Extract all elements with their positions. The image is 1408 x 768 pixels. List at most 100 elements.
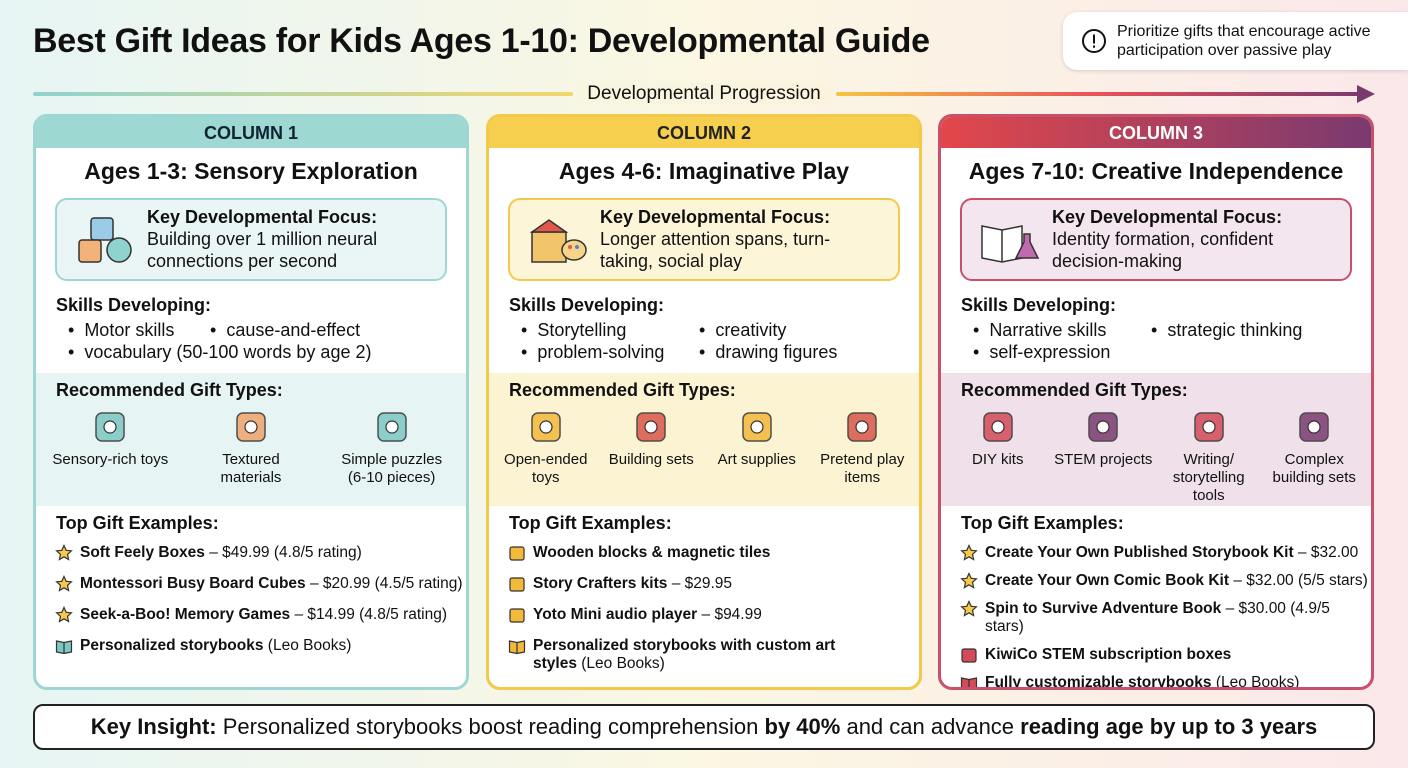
gift-type: Open-ended toys — [496, 407, 596, 487]
progression-arrow — [1357, 85, 1375, 103]
gift-type-icon — [236, 412, 266, 442]
gift-type: Pretend play items — [812, 407, 912, 487]
gift-type: DIY kits — [948, 407, 1048, 505]
example-icon — [509, 577, 525, 592]
focus-title: Key Developmental Focus: — [1052, 207, 1283, 227]
skill-item: vocabulary (50-100 words by age 2) — [68, 342, 466, 363]
examples: Top Gift Examples: Create Your Own Publis… — [941, 513, 1371, 690]
gift-type-icon — [636, 412, 666, 442]
gift-types-title: Recommended Gift Types: — [509, 380, 736, 400]
example-item: Create Your Own Comic Book Kit – $32.00 … — [960, 572, 1371, 590]
gift-types-title: Recommended Gift Types: — [961, 380, 1188, 400]
insight-segment: and can advance — [840, 714, 1021, 739]
gift-type-icon — [95, 412, 126, 442]
gift-type-icon — [1194, 412, 1224, 442]
gift-types: Recommended Gift Types: Sensory-rich toys… — [36, 373, 466, 506]
insight-box: Key Insight: Personalized storybooks boo… — [33, 704, 1375, 750]
example-text: Create Your Own Comic Book Kit – $32.00 … — [985, 572, 1368, 590]
gift-type-label: Textured materials — [220, 451, 282, 486]
gift-type-label: Building sets — [608, 451, 694, 468]
example-icon — [509, 608, 525, 623]
gift-type-label: Open-ended toys — [504, 451, 588, 486]
example-item: Story Crafters kits – $29.95 — [508, 575, 919, 593]
examples-list: Create Your Own Published Storybook Kit … — [960, 544, 1371, 690]
gift-type-icon — [1299, 412, 1329, 442]
column-label: COLUMN 1 — [36, 117, 466, 148]
example-icon — [55, 575, 73, 592]
focus-content: Key Developmental Focus: Identity formati… — [1052, 207, 1317, 272]
gift-type-label: STEM projects — [1054, 451, 1153, 468]
skill-item: strategic thinking — [1151, 320, 1371, 341]
example-detail: – $32.00 — [1297, 544, 1359, 561]
example-name: Create Your Own Comic Book Kit — [985, 572, 1230, 589]
skill-item: Motor skills — [68, 320, 210, 341]
insight-segment: reading age by up to 3 years — [1020, 714, 1318, 739]
examples-title: Top Gift Examples: — [961, 513, 1124, 533]
focus-icon — [529, 218, 587, 263]
focus-content: Key Developmental Focus: Building over 1 … — [147, 207, 412, 272]
gift-type-icon — [847, 412, 877, 442]
example-icon — [55, 544, 73, 561]
example-item: Fully customizable storybooks (Leo Books… — [960, 674, 1371, 690]
tip-text: Prioritize gifts that encourage active p… — [1117, 23, 1371, 59]
skills-title: Skills Developing: — [56, 295, 212, 315]
gift-types: Recommended Gift Types: Open-ended toys Bu… — [489, 373, 919, 506]
example-name: Seek-a-Boo! Memory Games — [80, 606, 291, 623]
skill-item: cause-and-effect — [210, 320, 466, 341]
skills-list: Motor skillscause-and-effectvocabulary (… — [68, 320, 466, 363]
example-icon — [55, 606, 73, 623]
skill-item: problem-solving — [521, 342, 699, 363]
example-icon — [960, 572, 978, 589]
example-detail: – $20.99 (4.5/5 rating) — [309, 575, 463, 592]
focus-content: Key Developmental Focus: Longer attention… — [600, 207, 865, 272]
example-name: Fully customizable storybooks — [985, 674, 1212, 690]
column: COLUMN 1 Ages 1-3: Sensory Exploration Key… — [33, 114, 469, 690]
gift-type: STEM projects — [1053, 407, 1153, 505]
gift-type-icon — [983, 412, 1013, 442]
focus-title: Key Developmental Focus: — [147, 207, 378, 227]
skills-title: Skills Developing: — [509, 295, 665, 315]
skills-title: Skills Developing: — [961, 295, 1117, 315]
examples-list: Soft Feely Boxes – $49.99 (4.8/5 rating)… — [55, 544, 466, 655]
tip-box: Prioritize gifts that encourage active p… — [1063, 12, 1408, 70]
skills-list: Storytellingcreativityproblem-solvingdra… — [521, 320, 919, 363]
insight-segment: Personalized storybooks boost reading co… — [216, 714, 765, 739]
example-icon — [509, 546, 525, 561]
example-detail: – $29.95 — [671, 575, 733, 592]
example-detail: – $94.99 — [701, 606, 762, 623]
gift-type-label: Art supplies — [717, 451, 796, 468]
example-text: Soft Feely Boxes – $49.99 (4.8/5 rating) — [80, 544, 362, 562]
example-name: Yoto Mini audio player — [533, 606, 698, 623]
gift-type: Writing/ storytelling tools — [1159, 407, 1259, 505]
focus-box: Key Developmental Focus: Building over 1 … — [55, 198, 447, 281]
example-text: Wooden blocks & magnetic tiles — [533, 544, 770, 562]
example-detail: – $30.00 (4.9/5 stars) — [985, 600, 1330, 635]
example-detail: (Leo Books) — [1215, 674, 1300, 690]
example-detail: (Leo Books) — [581, 655, 665, 672]
progression-label: Developmental Progression — [33, 83, 1375, 105]
gift-type-icon — [376, 412, 407, 442]
focus-icon — [78, 216, 132, 263]
gift-type: Sensory-rich toys — [50, 407, 170, 487]
example-name: Soft Feely Boxes — [80, 544, 205, 561]
gift-type-label: Pretend play items — [820, 451, 905, 486]
example-detail: (Leo Books) — [267, 637, 352, 654]
gift-type: Complex building sets — [1264, 407, 1364, 505]
gift-type-row: DIY kits STEM projects Writing/ storytelli… — [941, 407, 1371, 505]
gift-type-label: Sensory-rich toys — [52, 451, 169, 468]
progression: Developmental Progression — [33, 80, 1378, 106]
examples-title: Top Gift Examples: — [56, 513, 219, 533]
gift-type-icon — [1088, 412, 1118, 442]
example-text: Fully customizable storybooks (Leo Books… — [985, 674, 1300, 690]
example-text: Personalized storybooks with custom art … — [533, 637, 873, 673]
focus-box: Key Developmental Focus: Longer attention… — [508, 198, 900, 281]
example-icon — [508, 640, 526, 655]
gift-type-label: Complex building sets — [1272, 451, 1356, 486]
gift-type: Building sets — [601, 407, 701, 487]
gift-type: Textured materials — [191, 407, 311, 487]
example-icon — [960, 677, 978, 687]
gift-type-icon — [531, 412, 561, 442]
progression-line — [836, 92, 1361, 96]
skill-item: Storytelling — [521, 320, 699, 341]
